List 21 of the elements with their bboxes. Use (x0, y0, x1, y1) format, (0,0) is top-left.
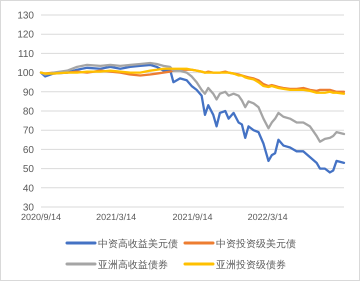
x-tick-label: 2021/9/14 (172, 212, 213, 222)
y-tick-label: 110 (18, 48, 34, 60)
y-tick-label: 100 (17, 68, 34, 80)
line-series (40, 64, 346, 174)
y-tick-label: 120 (17, 30, 34, 41)
legend-label: 亚洲高收益债券 (98, 259, 168, 271)
x-tick-label: 2022/3/14 (248, 212, 288, 222)
y-tick-label: 50 (22, 164, 34, 176)
y-tick-label: 130 (17, 10, 34, 22)
legend-label: 中资高收益美元债 (98, 238, 178, 250)
y-tick-label: 40 (22, 183, 34, 194)
y-tick-label: 30 (22, 202, 34, 214)
x-tick-label: 2020/9/14 (20, 212, 62, 222)
legend-label: 亚洲投资级债券 (216, 259, 286, 271)
legend-label: 中资投资级美元债 (216, 238, 296, 250)
y-tick-label: 90 (22, 87, 34, 98)
line-series (40, 62, 346, 143)
y-tick-label: 70 (22, 126, 34, 137)
y-tick-label: 80 (22, 106, 34, 118)
y-tick-label: 60 (22, 144, 34, 156)
x-tick-label: 2021/3/14 (96, 212, 136, 222)
